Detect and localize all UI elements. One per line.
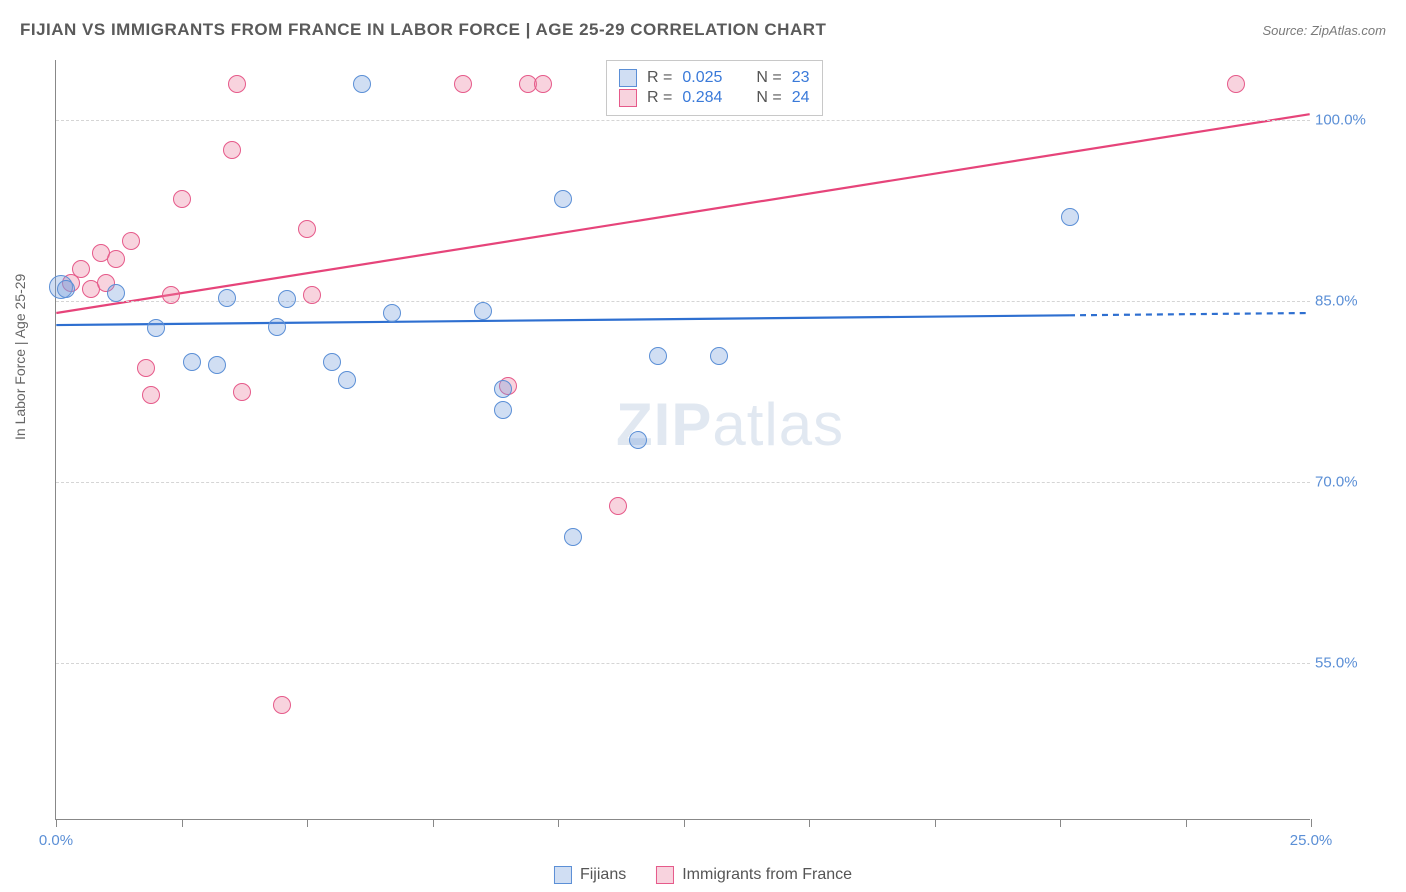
n-label: N = <box>756 89 781 107</box>
scatter-point <box>233 383 251 401</box>
scatter-point <box>454 75 472 93</box>
scatter-point <box>72 260 90 278</box>
y-tick-label: 100.0% <box>1315 112 1385 129</box>
scatter-point <box>323 353 341 371</box>
trend-line <box>1069 313 1310 315</box>
scatter-point <box>107 250 125 268</box>
series-legend: Fijians Immigrants from France <box>554 866 852 884</box>
scatter-point <box>218 289 236 307</box>
x-tick <box>1060 819 1061 827</box>
x-tick-label: 25.0% <box>1290 832 1333 849</box>
source-attribution: Source: ZipAtlas.com <box>1262 23 1386 38</box>
scatter-point <box>649 347 667 365</box>
scatter-point <box>554 190 572 208</box>
legend-item-fijians: Fijians <box>554 866 626 884</box>
scatter-point <box>609 497 627 515</box>
x-tick <box>433 819 434 827</box>
x-tick-label: 0.0% <box>39 832 73 849</box>
legend-item-france: Immigrants from France <box>656 866 852 884</box>
scatter-point <box>383 304 401 322</box>
scatter-point <box>1061 208 1079 226</box>
legend-label: Immigrants from France <box>682 866 852 884</box>
y-tick-label: 55.0% <box>1315 655 1385 672</box>
r-label: R = <box>647 89 672 107</box>
x-tick <box>182 819 183 827</box>
x-tick <box>56 819 57 827</box>
scatter-point <box>268 318 286 336</box>
scatter-point <box>474 302 492 320</box>
scatter-point <box>564 528 582 546</box>
scatter-point <box>57 280 75 298</box>
n-value: 24 <box>792 89 810 107</box>
scatter-point <box>353 75 371 93</box>
legend-correlation-row: R = 0.025 N = 23 <box>619 69 810 87</box>
scatter-point <box>142 386 160 404</box>
x-tick <box>935 819 936 827</box>
scatter-point <box>228 75 246 93</box>
scatter-point <box>273 696 291 714</box>
scatter-point <box>223 141 241 159</box>
x-tick <box>1311 819 1312 827</box>
trend-line <box>56 114 1309 313</box>
chart-title: FIJIAN VS IMMIGRANTS FROM FRANCE IN LABO… <box>20 20 826 40</box>
x-tick <box>809 819 810 827</box>
correlation-legend: R = 0.025 N = 23 R = 0.284 N = 24 <box>606 60 823 116</box>
scatter-point <box>122 232 140 250</box>
x-tick <box>558 819 559 827</box>
r-value: 0.025 <box>682 69 722 87</box>
scatter-point <box>710 347 728 365</box>
swatch-icon <box>619 69 637 87</box>
scatter-point <box>298 220 316 238</box>
gridline <box>56 120 1310 121</box>
scatter-point <box>338 371 356 389</box>
scatter-point <box>629 431 647 449</box>
scatter-point <box>278 290 296 308</box>
scatter-point <box>162 286 180 304</box>
y-tick-label: 70.0% <box>1315 474 1385 491</box>
trend-lines-layer <box>56 60 1310 819</box>
scatter-point <box>534 75 552 93</box>
x-tick <box>307 819 308 827</box>
n-label: N = <box>756 69 781 87</box>
n-value: 23 <box>792 69 810 87</box>
x-tick <box>1186 819 1187 827</box>
scatter-point <box>208 356 226 374</box>
gridline <box>56 482 1310 483</box>
scatter-point <box>494 401 512 419</box>
scatter-point <box>183 353 201 371</box>
legend-correlation-row: R = 0.284 N = 24 <box>619 89 810 107</box>
gridline <box>56 301 1310 302</box>
r-value: 0.284 <box>682 89 722 107</box>
scatter-point <box>173 190 191 208</box>
scatter-point <box>137 359 155 377</box>
scatter-point <box>107 284 125 302</box>
gridline <box>56 663 1310 664</box>
scatter-point <box>303 286 321 304</box>
swatch-icon <box>656 866 674 884</box>
scatter-point <box>147 319 165 337</box>
r-label: R = <box>647 69 672 87</box>
y-axis-label: In Labor Force | Age 25-29 <box>12 274 28 440</box>
swatch-icon <box>554 866 572 884</box>
trend-line <box>56 315 1069 325</box>
scatter-point <box>494 380 512 398</box>
scatter-plot: ZIPatlas R =0.025N =23R =0.284N =24 55.0… <box>55 60 1310 820</box>
y-tick-label: 85.0% <box>1315 293 1385 310</box>
x-tick <box>684 819 685 827</box>
swatch-icon <box>619 89 637 107</box>
scatter-point <box>1227 75 1245 93</box>
legend-label: Fijians <box>580 866 626 884</box>
